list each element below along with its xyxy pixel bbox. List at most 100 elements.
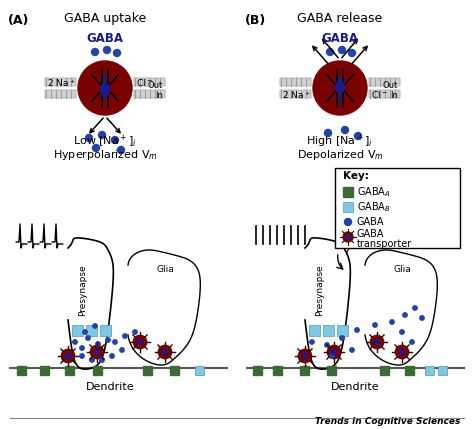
Bar bbox=[86, 324, 98, 335]
Circle shape bbox=[374, 339, 380, 344]
Circle shape bbox=[120, 348, 124, 352]
Text: Dendrite: Dendrite bbox=[331, 382, 379, 392]
Bar bbox=[301, 366, 310, 375]
Text: Hyperpolarized V$_m$: Hyperpolarized V$_m$ bbox=[53, 148, 157, 162]
Circle shape bbox=[343, 232, 353, 242]
Circle shape bbox=[94, 350, 100, 354]
Circle shape bbox=[91, 48, 99, 55]
Bar bbox=[381, 366, 390, 375]
Text: 2 Na$^+$: 2 Na$^+$ bbox=[282, 89, 311, 101]
Circle shape bbox=[340, 336, 344, 340]
Circle shape bbox=[83, 330, 87, 334]
Circle shape bbox=[330, 354, 334, 358]
Text: ?: ? bbox=[343, 245, 349, 258]
Circle shape bbox=[80, 354, 84, 358]
Circle shape bbox=[327, 48, 334, 55]
Circle shape bbox=[100, 358, 104, 362]
Circle shape bbox=[113, 49, 120, 57]
Circle shape bbox=[345, 218, 352, 226]
Circle shape bbox=[80, 346, 84, 350]
Bar bbox=[405, 366, 414, 375]
Circle shape bbox=[90, 358, 94, 362]
Circle shape bbox=[298, 349, 312, 363]
Circle shape bbox=[390, 320, 394, 324]
Text: GABA: GABA bbox=[321, 32, 358, 45]
Bar bbox=[45, 90, 76, 98]
Bar bbox=[369, 78, 400, 86]
Circle shape bbox=[350, 348, 354, 352]
Circle shape bbox=[118, 146, 125, 154]
Circle shape bbox=[137, 339, 143, 344]
Text: Cl$^-$: Cl$^-$ bbox=[371, 90, 388, 100]
Bar bbox=[134, 90, 165, 98]
Bar bbox=[134, 78, 165, 86]
Bar bbox=[93, 366, 102, 375]
Bar bbox=[328, 366, 337, 375]
Circle shape bbox=[163, 350, 167, 354]
Bar bbox=[134, 78, 165, 86]
Bar bbox=[369, 90, 400, 98]
Circle shape bbox=[338, 46, 346, 54]
Text: GABA: GABA bbox=[357, 217, 384, 227]
Circle shape bbox=[93, 324, 97, 328]
Circle shape bbox=[348, 49, 356, 57]
Circle shape bbox=[90, 345, 104, 359]
Bar bbox=[343, 187, 353, 197]
Bar bbox=[171, 366, 180, 375]
Circle shape bbox=[100, 84, 109, 93]
Bar bbox=[323, 324, 335, 335]
Circle shape bbox=[96, 342, 100, 346]
Circle shape bbox=[310, 340, 314, 344]
Text: Low [Na$^+$]$_i$: Low [Na$^+$]$_i$ bbox=[73, 133, 137, 150]
Circle shape bbox=[313, 61, 367, 115]
Bar bbox=[100, 324, 111, 335]
Bar bbox=[438, 366, 447, 375]
Circle shape bbox=[65, 353, 71, 359]
Text: Out: Out bbox=[383, 81, 398, 90]
Circle shape bbox=[73, 340, 77, 344]
Text: GABA: GABA bbox=[86, 32, 124, 45]
Text: GABA: GABA bbox=[357, 229, 384, 239]
Bar bbox=[144, 366, 153, 375]
Text: 2 Na$^+$: 2 Na$^+$ bbox=[47, 77, 76, 89]
Bar bbox=[369, 78, 400, 86]
Circle shape bbox=[346, 235, 350, 239]
Text: GABA uptake: GABA uptake bbox=[64, 12, 146, 25]
Bar bbox=[73, 324, 83, 335]
Circle shape bbox=[133, 330, 137, 334]
Circle shape bbox=[400, 330, 404, 334]
Circle shape bbox=[86, 336, 90, 340]
Text: Glia: Glia bbox=[393, 265, 411, 274]
Circle shape bbox=[403, 313, 407, 317]
Bar bbox=[40, 366, 49, 375]
Circle shape bbox=[420, 316, 424, 320]
Text: (A): (A) bbox=[8, 14, 29, 27]
Bar bbox=[273, 366, 283, 375]
Circle shape bbox=[99, 132, 106, 139]
Text: In: In bbox=[390, 91, 398, 100]
Bar bbox=[280, 78, 311, 86]
Text: GABA$_B$: GABA$_B$ bbox=[357, 200, 391, 214]
Circle shape bbox=[336, 84, 345, 93]
Circle shape bbox=[113, 340, 117, 344]
FancyBboxPatch shape bbox=[335, 168, 460, 248]
Circle shape bbox=[325, 343, 329, 347]
Text: High [Na$^+$]$_i$: High [Na$^+$]$_i$ bbox=[307, 133, 374, 150]
Text: Glia: Glia bbox=[156, 265, 174, 274]
Text: Cl$^-$: Cl$^-$ bbox=[136, 78, 153, 88]
Text: Presynapse: Presynapse bbox=[316, 264, 325, 316]
Text: Key:: Key: bbox=[343, 171, 369, 181]
Bar bbox=[369, 90, 400, 98]
Circle shape bbox=[355, 133, 362, 139]
Circle shape bbox=[331, 350, 337, 354]
Circle shape bbox=[92, 145, 100, 151]
Text: GABA$_A$: GABA$_A$ bbox=[357, 185, 391, 199]
Bar bbox=[45, 78, 76, 86]
Bar bbox=[310, 324, 320, 335]
Circle shape bbox=[400, 350, 404, 354]
Text: Out: Out bbox=[148, 81, 163, 90]
Bar bbox=[337, 324, 348, 335]
Text: Trends in Cognitive Sciences: Trends in Cognitive Sciences bbox=[315, 417, 460, 426]
Circle shape bbox=[341, 127, 348, 133]
Bar bbox=[426, 366, 435, 375]
